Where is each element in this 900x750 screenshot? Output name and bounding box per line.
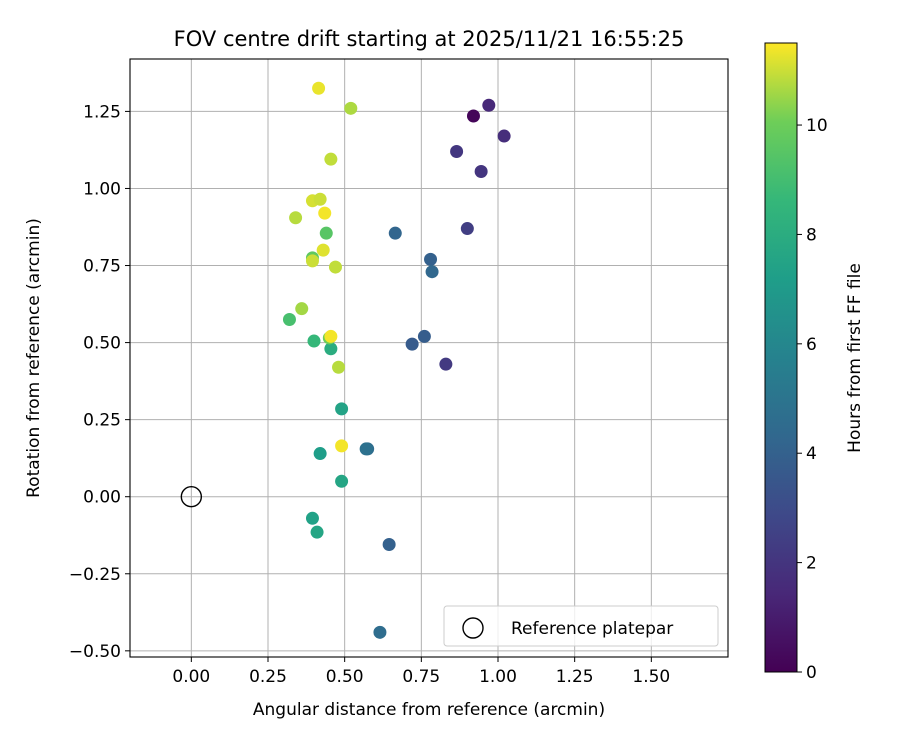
data-point xyxy=(289,211,303,225)
data-point xyxy=(424,252,438,266)
scatter-points xyxy=(282,81,511,639)
data-point xyxy=(324,342,338,356)
x-tick-label: 1.00 xyxy=(479,667,517,687)
reference-marker xyxy=(180,486,203,508)
colorbar-tick-label: 6 xyxy=(806,335,817,355)
data-point xyxy=(335,402,349,416)
colorbar-tick-label: 8 xyxy=(806,225,817,245)
colorbar-ticks: 0 2 4 6 8 10 xyxy=(797,116,828,683)
data-point xyxy=(305,254,319,268)
data-point xyxy=(335,439,349,453)
data-point xyxy=(450,144,464,158)
data-point xyxy=(474,165,488,179)
data-point xyxy=(318,206,332,220)
y-tick-label: −0.50 xyxy=(69,642,121,662)
data-point xyxy=(425,265,439,279)
data-point xyxy=(305,511,319,525)
y-tick-label: −0.25 xyxy=(69,565,121,585)
colorbar-tick-label: 4 xyxy=(806,444,817,464)
data-point xyxy=(324,329,338,343)
data-point xyxy=(466,109,480,123)
data-point xyxy=(295,302,309,316)
y-tick-label: 0.50 xyxy=(83,334,121,354)
data-point xyxy=(307,334,321,348)
y-tick-label: 0.00 xyxy=(83,488,121,508)
colorbar-label: Hours from first FF file xyxy=(845,263,865,453)
data-point xyxy=(328,260,342,274)
data-point xyxy=(319,226,333,240)
data-point xyxy=(417,329,431,343)
data-point xyxy=(482,98,496,112)
data-point xyxy=(335,474,349,488)
data-point xyxy=(316,243,330,257)
data-point xyxy=(313,447,327,461)
data-point xyxy=(497,129,511,143)
x-axis: 0.00 0.25 0.50 0.75 1.00 1.25 1.50 xyxy=(172,657,670,687)
data-point xyxy=(324,152,338,166)
x-tick-label: 0.75 xyxy=(402,667,440,687)
data-point xyxy=(439,357,453,371)
data-point xyxy=(388,226,402,240)
legend: Reference platepar xyxy=(443,605,719,647)
data-point xyxy=(282,312,296,326)
legend-marker xyxy=(462,617,484,639)
data-point xyxy=(460,222,474,236)
data-point xyxy=(382,537,396,551)
plot-frame xyxy=(129,58,729,658)
x-axis-label: Angular distance from reference (arcmin) xyxy=(253,700,605,720)
data-point xyxy=(313,192,327,206)
colorbar-tick-label: 2 xyxy=(806,554,817,574)
x-tick-label: 0.00 xyxy=(172,667,210,687)
y-tick-label: 0.75 xyxy=(83,257,121,277)
data-point xyxy=(310,525,324,539)
legend-label: Reference platepar xyxy=(511,619,673,639)
y-axis: −0.50 −0.25 0.00 0.25 0.50 0.75 1.00 1.25 xyxy=(69,102,130,662)
x-tick-label: 1.50 xyxy=(632,667,670,687)
grid xyxy=(130,59,728,657)
y-tick-label: 1.25 xyxy=(83,102,121,122)
x-tick-label: 1.25 xyxy=(556,667,594,687)
colorbar-tick-label: 10 xyxy=(806,116,828,136)
data-point xyxy=(405,337,419,351)
y-tick-label: 0.25 xyxy=(83,411,121,431)
y-axis-label: Rotation from reference (arcmin) xyxy=(24,218,44,498)
colorbar-gradient xyxy=(764,42,798,673)
legend-box xyxy=(443,605,719,647)
chart-title: FOV centre drift starting at 2025/11/21 … xyxy=(174,27,685,51)
data-point xyxy=(373,625,387,639)
colorbar-tick-label: 0 xyxy=(806,663,817,683)
data-point xyxy=(359,442,373,456)
y-tick-label: 1.00 xyxy=(83,179,121,199)
data-point xyxy=(332,360,346,374)
x-tick-label: 0.50 xyxy=(326,667,364,687)
colorbar: 0 2 4 6 8 10 Hours from first FF file xyxy=(764,42,865,683)
data-point xyxy=(312,81,326,95)
x-tick-label: 0.25 xyxy=(249,667,287,687)
data-point xyxy=(344,101,358,115)
